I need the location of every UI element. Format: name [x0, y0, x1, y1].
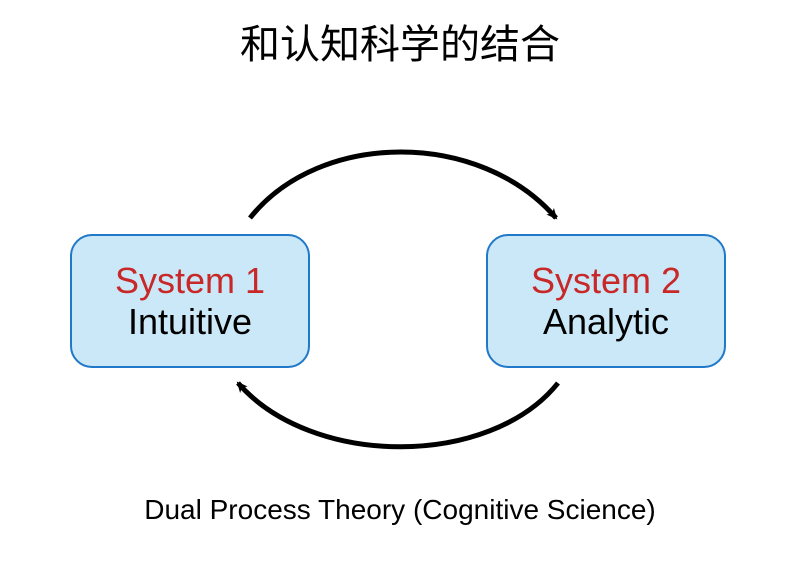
node-system2: System 2 Analytic [486, 234, 726, 368]
slide-caption: Dual Process Theory (Cognitive Science) [0, 494, 800, 526]
edge-bottom-arrow [238, 383, 558, 447]
slide-title: 和认知科学的结合 [0, 12, 800, 70]
node-system1-title: System 1 [115, 260, 265, 301]
node-system1-subtitle: Intuitive [128, 301, 252, 342]
node-system2-subtitle: Analytic [543, 301, 669, 342]
edge-top-arrow [250, 152, 556, 218]
node-system1: System 1 Intuitive [70, 234, 310, 368]
diagram-canvas: { "title": { "text": "和认知科学的结合", "fontsi… [0, 0, 800, 564]
node-system2-title: System 2 [531, 260, 681, 301]
